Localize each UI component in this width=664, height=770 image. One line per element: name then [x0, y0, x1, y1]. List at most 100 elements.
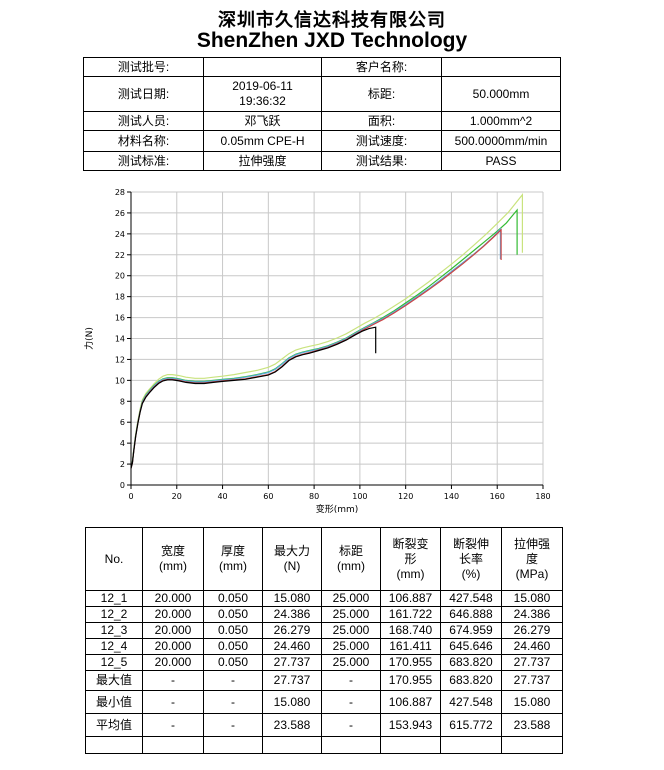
data-cell: 26.279 [262, 622, 322, 639]
info-value: 1.000mm^2 [441, 111, 561, 131]
x-tick-label: 40 [217, 492, 227, 501]
data-cell: 27.737 [501, 654, 563, 671]
row-id-cell: 平均值 [85, 713, 143, 737]
info-label: 客户名称: [321, 57, 442, 77]
info-row: 测试人员: 邓飞跃 面积: 1.000mm^2 [83, 111, 561, 131]
x-tick-label: 100 [352, 492, 367, 501]
y-tick-label: 10 [115, 376, 125, 385]
data-cell: 646.888 [440, 606, 502, 623]
data-cell [501, 736, 563, 754]
info-row: 测试标准: 拉伸强度 测试结果: PASS [83, 151, 561, 171]
data-cell [203, 736, 263, 754]
data-cell: - [142, 670, 204, 691]
data-cell: - [321, 713, 381, 737]
data-cell: - [321, 670, 381, 691]
results-header-cell: 最大力 (N) [262, 527, 322, 591]
data-cell: 427.548 [440, 590, 502, 607]
data-cell: 0.050 [203, 622, 263, 639]
data-cell: 15.080 [501, 690, 563, 714]
data-cell: 170.955 [380, 654, 441, 671]
row-id-cell: 12_5 [85, 654, 143, 671]
info-value: 2019-06-11 19:36:32 [203, 76, 322, 112]
data-cell: 25.000 [321, 590, 381, 607]
x-tick-label: 160 [490, 492, 505, 501]
table-row: 12_2 20.000 0.050 24.386 25.000 161.722 646.88… [85, 606, 563, 623]
data-cell [440, 736, 502, 754]
test-info-table: 测试批号: 客户名称: 测试日期: 2019-06-11 19:36:32 标距: 50.… [83, 57, 561, 171]
data-cell: 20.000 [142, 654, 204, 671]
info-label: 材料名称: [83, 130, 204, 152]
info-value: 500.0000mm/min [441, 130, 561, 152]
data-cell: 0.050 [203, 590, 263, 607]
data-cell: 0.050 [203, 638, 263, 655]
x-tick-label: 140 [444, 492, 459, 501]
data-cell: 24.460 [501, 638, 563, 655]
data-cell: 15.080 [501, 590, 563, 607]
data-cell: - [142, 690, 204, 714]
info-label: 测试批号: [83, 57, 204, 77]
info-value: 邓飞跃 [203, 111, 322, 131]
data-cell: - [142, 713, 204, 737]
data-cell: 20.000 [142, 606, 204, 623]
y-tick-label: 16 [115, 314, 125, 323]
table-row: 12_3 20.000 0.050 26.279 25.000 168.740 674.95… [85, 622, 563, 639]
info-label: 标距: [321, 76, 442, 112]
results-header-cell: 标距 (mm) [321, 527, 381, 591]
info-value: PASS [441, 151, 561, 171]
data-cell: 153.943 [380, 713, 441, 737]
results-header-cell: 拉伸强 度 (MPa) [501, 527, 563, 591]
data-cell: 168.740 [380, 622, 441, 639]
info-label: 测试标准: [83, 151, 204, 171]
results-table: No. 宽度 (mm) 厚度 (mm) 最大力 (N) 标距 (mm) 断裂变 形 (mm… [85, 527, 563, 754]
data-cell: 27.737 [501, 670, 563, 691]
data-cell [262, 736, 322, 754]
info-table-body: 测试批号: 客户名称: 测试日期: 2019-06-11 19:36:32 标距: 50.… [83, 57, 561, 171]
info-label: 测试人员: [83, 111, 204, 131]
series-12_5 [130, 192, 523, 468]
x-tick-label: 60 [263, 492, 273, 501]
data-cell: 615.772 [440, 713, 502, 737]
x-tick-label: 180 [535, 492, 550, 501]
results-table-body: 12_1 20.000 0.050 15.080 25.000 106.887 427.54… [85, 590, 563, 754]
y-tick-label: 0 [120, 481, 125, 490]
row-id-cell [85, 736, 143, 754]
y-tick-label: 2 [120, 460, 125, 469]
data-cell: 27.737 [262, 670, 322, 691]
x-tick-label: 0 [128, 492, 133, 501]
data-cell: 23.588 [501, 713, 563, 737]
table-row: 平均值 - -23.588-153.943 615.772 23.588 [85, 713, 563, 737]
results-header-cell: 断裂变 形 (mm) [380, 527, 441, 591]
info-value: 50.000mm [441, 76, 561, 112]
y-tick-label: 18 [115, 293, 125, 302]
row-id-cell: 12_3 [85, 622, 143, 639]
data-cell: 0.050 [203, 606, 263, 623]
results-header-row: No. 宽度 (mm) 厚度 (mm) 最大力 (N) 标距 (mm) 断裂变 形 (mm… [85, 527, 563, 591]
data-cell: 23.588 [262, 713, 322, 737]
data-cell: 15.080 [262, 690, 322, 714]
data-cell: - [203, 713, 263, 737]
y-tick-label: 24 [115, 230, 125, 239]
data-cell: - [321, 690, 381, 714]
company-title-cn: 深圳市久信达科技有限公司 [218, 10, 446, 30]
data-cell [380, 736, 441, 754]
y-tick-label: 4 [120, 439, 125, 448]
table-row: 最小值 - -15.080-106.887 427.548 15.080 [85, 690, 563, 714]
y-tick-label: 28 [115, 188, 125, 197]
data-cell: 25.000 [321, 654, 381, 671]
info-value: 0.05mm CPE-H [203, 130, 322, 152]
data-cell: 161.411 [380, 638, 441, 655]
data-cell: 427.548 [440, 690, 502, 714]
data-cell: - [203, 690, 263, 714]
table-row: 12_4 20.000 0.050 24.460 25.000 161.411 645.64… [85, 638, 563, 655]
data-cell: 25.000 [321, 638, 381, 655]
table-row [85, 736, 563, 754]
series-12_4 [130, 227, 501, 468]
y-tick-label: 8 [120, 397, 125, 406]
info-row: 测试批号: 客户名称: [83, 57, 561, 77]
x-tick-label: 120 [398, 492, 413, 501]
data-cell: 27.737 [262, 654, 322, 671]
y-tick-label: 12 [115, 355, 125, 364]
y-tick-label: 26 [115, 209, 125, 218]
data-cell: 683.820 [440, 654, 502, 671]
